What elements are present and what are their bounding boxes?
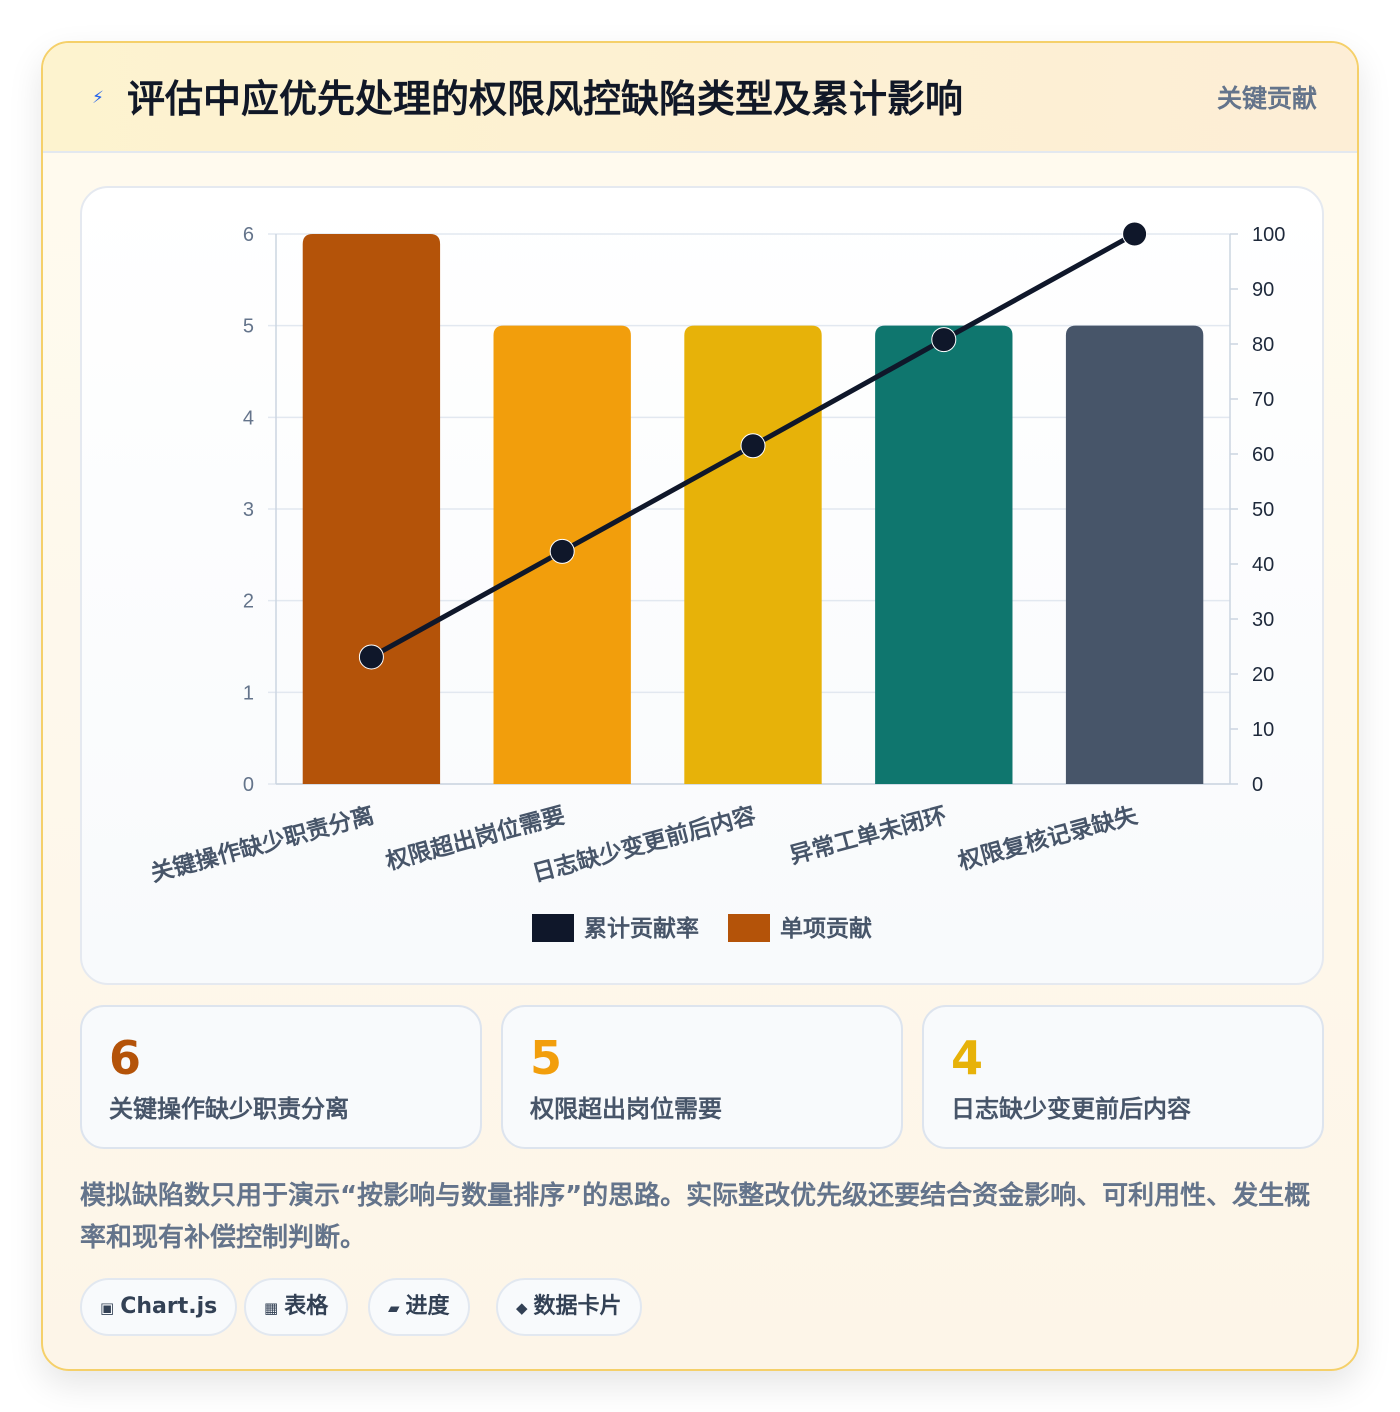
- bar: [684, 325, 822, 784]
- x-tick-label: 权限复核记录缺失: [954, 801, 1141, 875]
- y-right-tick-label: 0: [1252, 774, 1263, 796]
- stat-card-3: 4 日志缺少变更前后内容: [922, 1005, 1324, 1149]
- line-point: [740, 433, 766, 459]
- tag-label: Chart.js: [120, 1294, 218, 1319]
- stat-value: 5: [530, 1031, 563, 1085]
- tag-data-card[interactable]: ◆ 数据卡片: [496, 1278, 642, 1336]
- legend-label: 累计贡献率: [584, 915, 699, 942]
- table-icon: ▦: [264, 1299, 279, 1317]
- y-left-tick-label: 5: [243, 316, 254, 338]
- line-point: [931, 327, 957, 353]
- chart-icon: ▣: [100, 1299, 115, 1317]
- y-right-tick-label: 30: [1252, 609, 1274, 631]
- lightning-icon: ⚡: [92, 88, 104, 108]
- report-card: ⚡ 评估中应优先处理的权限风控缺陷类型及累计影响 关键贡献 0 1 2 3 4 5 6 0 10…: [41, 41, 1359, 1371]
- pareto-chart: 01234560102030405060708090100关键操作缺少职责分离权…: [148, 221, 1285, 942]
- tag-label: 进度: [405, 1294, 450, 1319]
- line-point: [549, 538, 575, 564]
- y-right-tick-label: 10: [1252, 719, 1274, 741]
- y-left-tick-label: 1: [243, 682, 254, 704]
- page-title: 评估中应优先处理的权限风控缺陷类型及累计影响: [127, 77, 964, 121]
- y-right-tick-label: 40: [1252, 554, 1274, 576]
- y-right-tick-label: 80: [1252, 334, 1274, 356]
- y-right-tick-label: 90: [1252, 279, 1274, 301]
- y-left-tick-label: 0: [243, 774, 254, 796]
- y-left-tick-label: 3: [243, 499, 254, 521]
- x-tick-label: 关键操作缺少职责分离: [148, 802, 377, 888]
- tag-chartjs[interactable]: ▣ Chart.js: [80, 1278, 238, 1336]
- y-left-tick-label: 4: [243, 407, 254, 429]
- stat-value: 6: [109, 1031, 142, 1085]
- y-left-tick-label: 2: [243, 591, 254, 613]
- stat-label: 日志缺少变更前后内容: [951, 1095, 1191, 1123]
- tag-label: 数据卡片: [533, 1294, 622, 1319]
- tag-progress[interactable]: ▰ 进度: [368, 1278, 470, 1336]
- line-point: [1122, 221, 1148, 247]
- x-tick-label: 异常工单未闭环: [787, 803, 949, 870]
- progress-icon: ▰: [388, 1299, 400, 1317]
- diamond-icon: ◆: [516, 1299, 528, 1317]
- stat-label: 权限超出岗位需要: [530, 1095, 722, 1123]
- tag-label: 表格: [284, 1294, 329, 1319]
- legend-swatch: [532, 914, 574, 942]
- y-right-tick-label: 60: [1252, 444, 1274, 466]
- stat-value: 4: [951, 1031, 984, 1085]
- chart-panel: 0 1 2 3 4 5 6 0 10 20 30 40 50 60 70 80 90 100 关键操作缺少职责分离权…: [80, 186, 1324, 985]
- stat-label: 关键操作缺少职责分离: [109, 1095, 349, 1123]
- line-point: [358, 644, 384, 670]
- footnote: 模拟缺陷数只用于演示“按影响与数量排序”的思路。实际整改优先级还要结合资金影响、…: [80, 1181, 1311, 1253]
- stat-card-1: 6 关键操作缺少职责分离: [80, 1005, 482, 1149]
- y-right-tick-label: 20: [1252, 664, 1274, 686]
- legend-swatch: [728, 914, 770, 942]
- y-left-tick-label: 6: [243, 224, 254, 246]
- legend-label: 单项贡献: [780, 916, 872, 942]
- bar: [875, 325, 1013, 784]
- tag-table[interactable]: ▦ 表格: [244, 1278, 349, 1336]
- y-right-tick-label: 50: [1252, 499, 1274, 521]
- bar: [302, 234, 441, 784]
- card-header: ⚡ 评估中应优先处理的权限风控缺陷类型及累计影响 关键贡献: [43, 43, 1357, 153]
- stat-card-2: 5 权限超出岗位需要: [501, 1005, 903, 1149]
- header-badge: 关键贡献: [1216, 84, 1317, 113]
- y-right-tick-label: 70: [1252, 389, 1274, 411]
- bar: [1065, 325, 1204, 784]
- y-right-tick-label: 100: [1252, 224, 1285, 246]
